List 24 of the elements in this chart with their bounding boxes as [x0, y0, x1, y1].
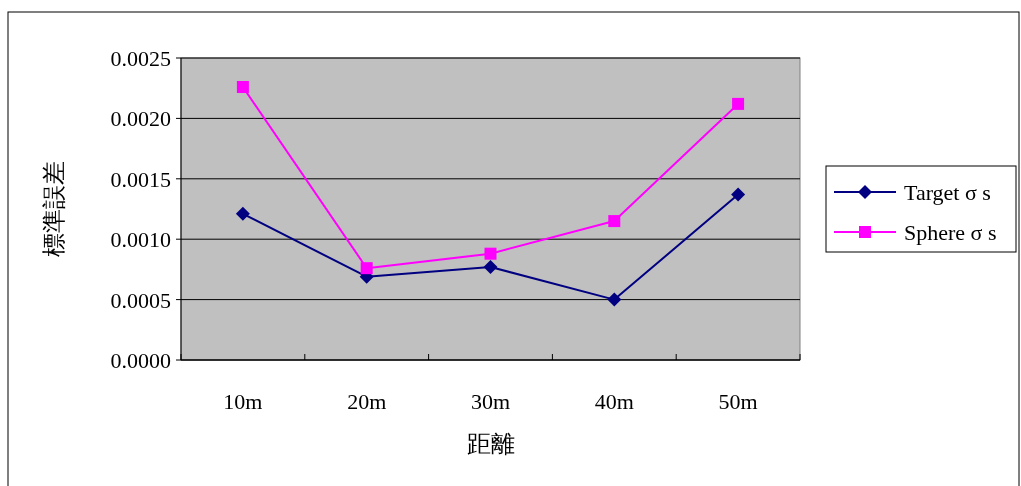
legend-label: Target σ s — [904, 180, 991, 205]
point — [483, 259, 498, 274]
x-tick-label: 40m — [594, 389, 634, 414]
point — [608, 215, 621, 228]
point — [731, 187, 746, 202]
x-tick-label: 50m — [718, 389, 758, 414]
point — [235, 206, 250, 221]
x-tick-label: 30m — [470, 389, 511, 414]
y-tick-label: 0.0020 — [110, 106, 171, 132]
y-tick-label: 0.0015 — [110, 166, 171, 192]
y-axis-title: 標準誤差 — [41, 161, 67, 257]
x-tick-label: 20m — [347, 389, 387, 414]
x-tick-label: 10m — [223, 389, 263, 414]
x-axis-title: 距離 — [466, 431, 515, 457]
point — [360, 262, 373, 275]
y-tick-label: 0.0005 — [110, 287, 171, 313]
point — [607, 292, 622, 307]
point — [484, 247, 497, 260]
legend-label: Sphere σ s — [904, 220, 997, 245]
y-tick-label: 0.0025 — [110, 46, 171, 71]
point — [732, 97, 745, 110]
point — [236, 80, 249, 93]
y-tick-label: 0.0010 — [110, 227, 171, 253]
y-tick-label: 0.0000 — [110, 348, 171, 373]
